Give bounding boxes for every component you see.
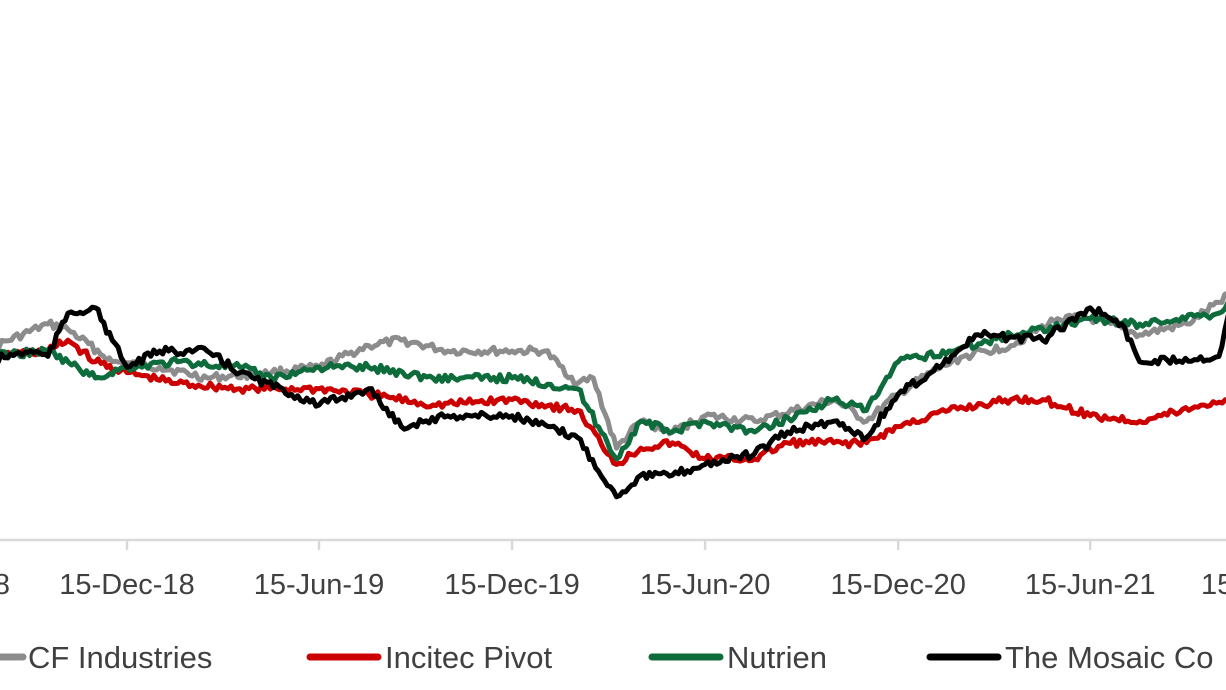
series-line-nutrien <box>0 301 1226 462</box>
x-tick-label: 15-Dec-18 <box>59 569 194 601</box>
x-tick-label: 15- <box>1201 569 1226 601</box>
x-tick-label: 15-Jun-21 <box>1025 569 1156 601</box>
series-line-cf-industries <box>0 290 1226 451</box>
legend-label: CF Industries <box>28 640 212 675</box>
series-line-the-mosaic-co <box>0 304 1226 500</box>
legend-label: The Mosaic Co <box>1005 640 1213 675</box>
x-tick-label: 15-Dec-20 <box>830 569 965 601</box>
legend-label: Incitec Pivot <box>385 640 553 675</box>
legend: CF Industries Incitec Pivot Nutrien The Mos… <box>0 640 1213 675</box>
x-tick-label: 8 <box>0 569 10 601</box>
x-tick-label: 15-Jun-19 <box>254 569 385 601</box>
legend-label: Nutrien <box>727 640 827 675</box>
x-tick-label: 15-Jun-20 <box>640 569 771 601</box>
x-tick-label: 15-Dec-19 <box>444 569 579 601</box>
series-line-incitec-pivot <box>0 337 1226 467</box>
series-layer <box>0 290 1226 500</box>
x-axis-ticks: 8 15-Dec-18 15-Jun-19 15-Dec-19 15-Jun-20 15-… <box>0 540 1226 601</box>
